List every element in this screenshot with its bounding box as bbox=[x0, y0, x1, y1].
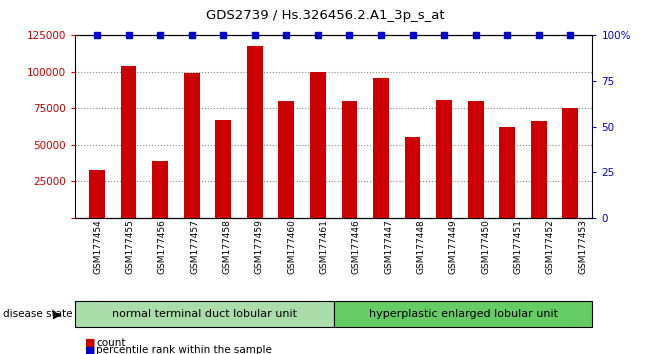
Text: GSM177447: GSM177447 bbox=[384, 219, 393, 274]
Text: GSM177451: GSM177451 bbox=[514, 219, 523, 274]
Text: GSM177449: GSM177449 bbox=[449, 219, 458, 274]
Text: GSM177455: GSM177455 bbox=[126, 219, 134, 274]
Bar bbox=[531, 121, 547, 218]
Bar bbox=[247, 46, 262, 218]
Bar bbox=[499, 127, 515, 218]
Text: GSM177459: GSM177459 bbox=[255, 219, 264, 274]
Text: GSM177453: GSM177453 bbox=[578, 219, 587, 274]
Bar bbox=[184, 73, 199, 218]
Bar bbox=[405, 137, 421, 218]
Text: disease state: disease state bbox=[3, 309, 73, 319]
Bar bbox=[215, 120, 231, 218]
Bar bbox=[152, 161, 168, 218]
Bar bbox=[279, 101, 294, 218]
Bar bbox=[468, 101, 484, 218]
Text: GSM177450: GSM177450 bbox=[481, 219, 490, 274]
Text: hyperplastic enlarged lobular unit: hyperplastic enlarged lobular unit bbox=[368, 309, 557, 319]
Text: GSM177457: GSM177457 bbox=[190, 219, 199, 274]
Bar bbox=[120, 66, 137, 218]
Text: ▶: ▶ bbox=[53, 309, 62, 319]
Bar bbox=[89, 170, 105, 218]
Text: ■: ■ bbox=[85, 346, 95, 354]
Text: GSM177456: GSM177456 bbox=[158, 219, 167, 274]
Text: GSM177446: GSM177446 bbox=[352, 219, 361, 274]
Text: normal terminal duct lobular unit: normal terminal duct lobular unit bbox=[112, 309, 297, 319]
Text: GSM177452: GSM177452 bbox=[546, 219, 555, 274]
Text: ■: ■ bbox=[85, 338, 95, 348]
Bar bbox=[373, 78, 389, 218]
Text: GSM177460: GSM177460 bbox=[287, 219, 296, 274]
Bar bbox=[310, 72, 326, 218]
Bar bbox=[342, 101, 357, 218]
Text: percentile rank within the sample: percentile rank within the sample bbox=[96, 346, 272, 354]
Bar bbox=[436, 99, 452, 218]
Bar bbox=[562, 108, 578, 218]
Text: GSM177458: GSM177458 bbox=[223, 219, 231, 274]
Text: GSM177461: GSM177461 bbox=[320, 219, 329, 274]
Text: GSM177448: GSM177448 bbox=[417, 219, 426, 274]
Text: count: count bbox=[96, 338, 126, 348]
Text: GDS2739 / Hs.326456.2.A1_3p_s_at: GDS2739 / Hs.326456.2.A1_3p_s_at bbox=[206, 9, 445, 22]
Text: GSM177454: GSM177454 bbox=[93, 219, 102, 274]
